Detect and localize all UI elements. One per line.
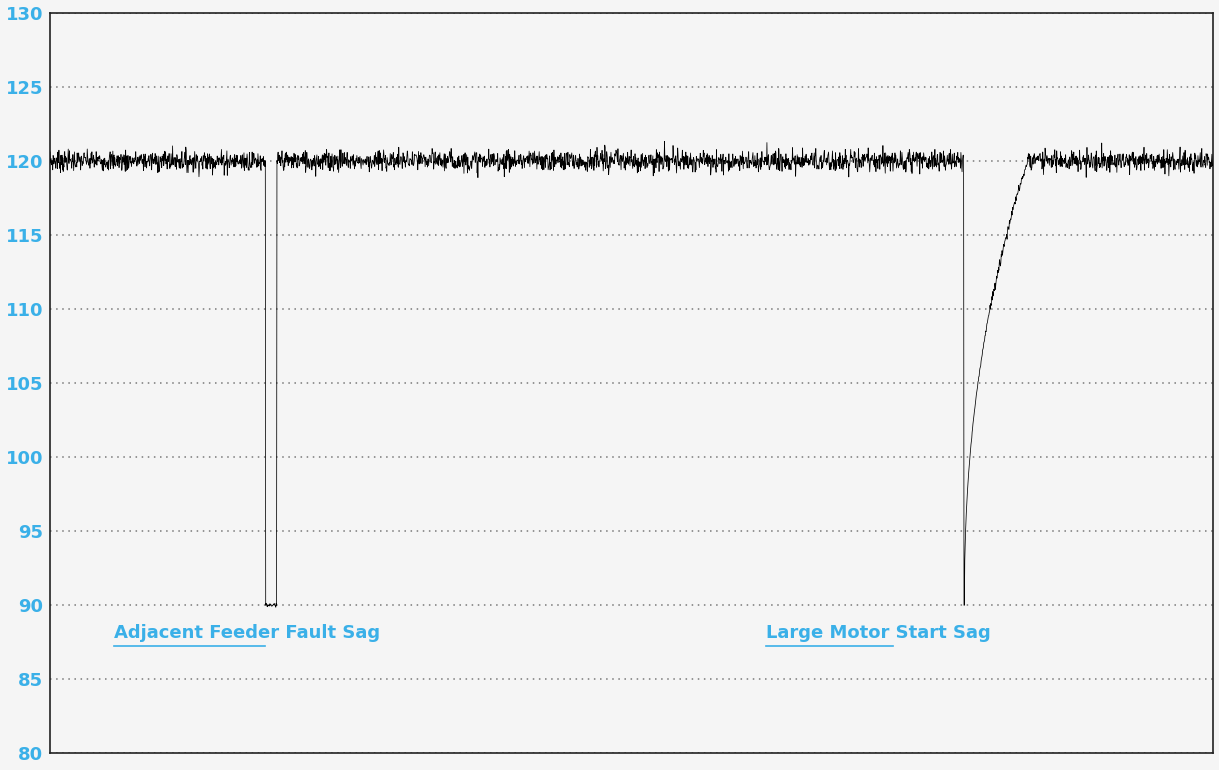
Text: Adjacent Feeder Fault Sag: Adjacent Feeder Fault Sag: [115, 624, 380, 642]
Text: Large Motor Start Sag: Large Motor Start Sag: [766, 624, 990, 642]
